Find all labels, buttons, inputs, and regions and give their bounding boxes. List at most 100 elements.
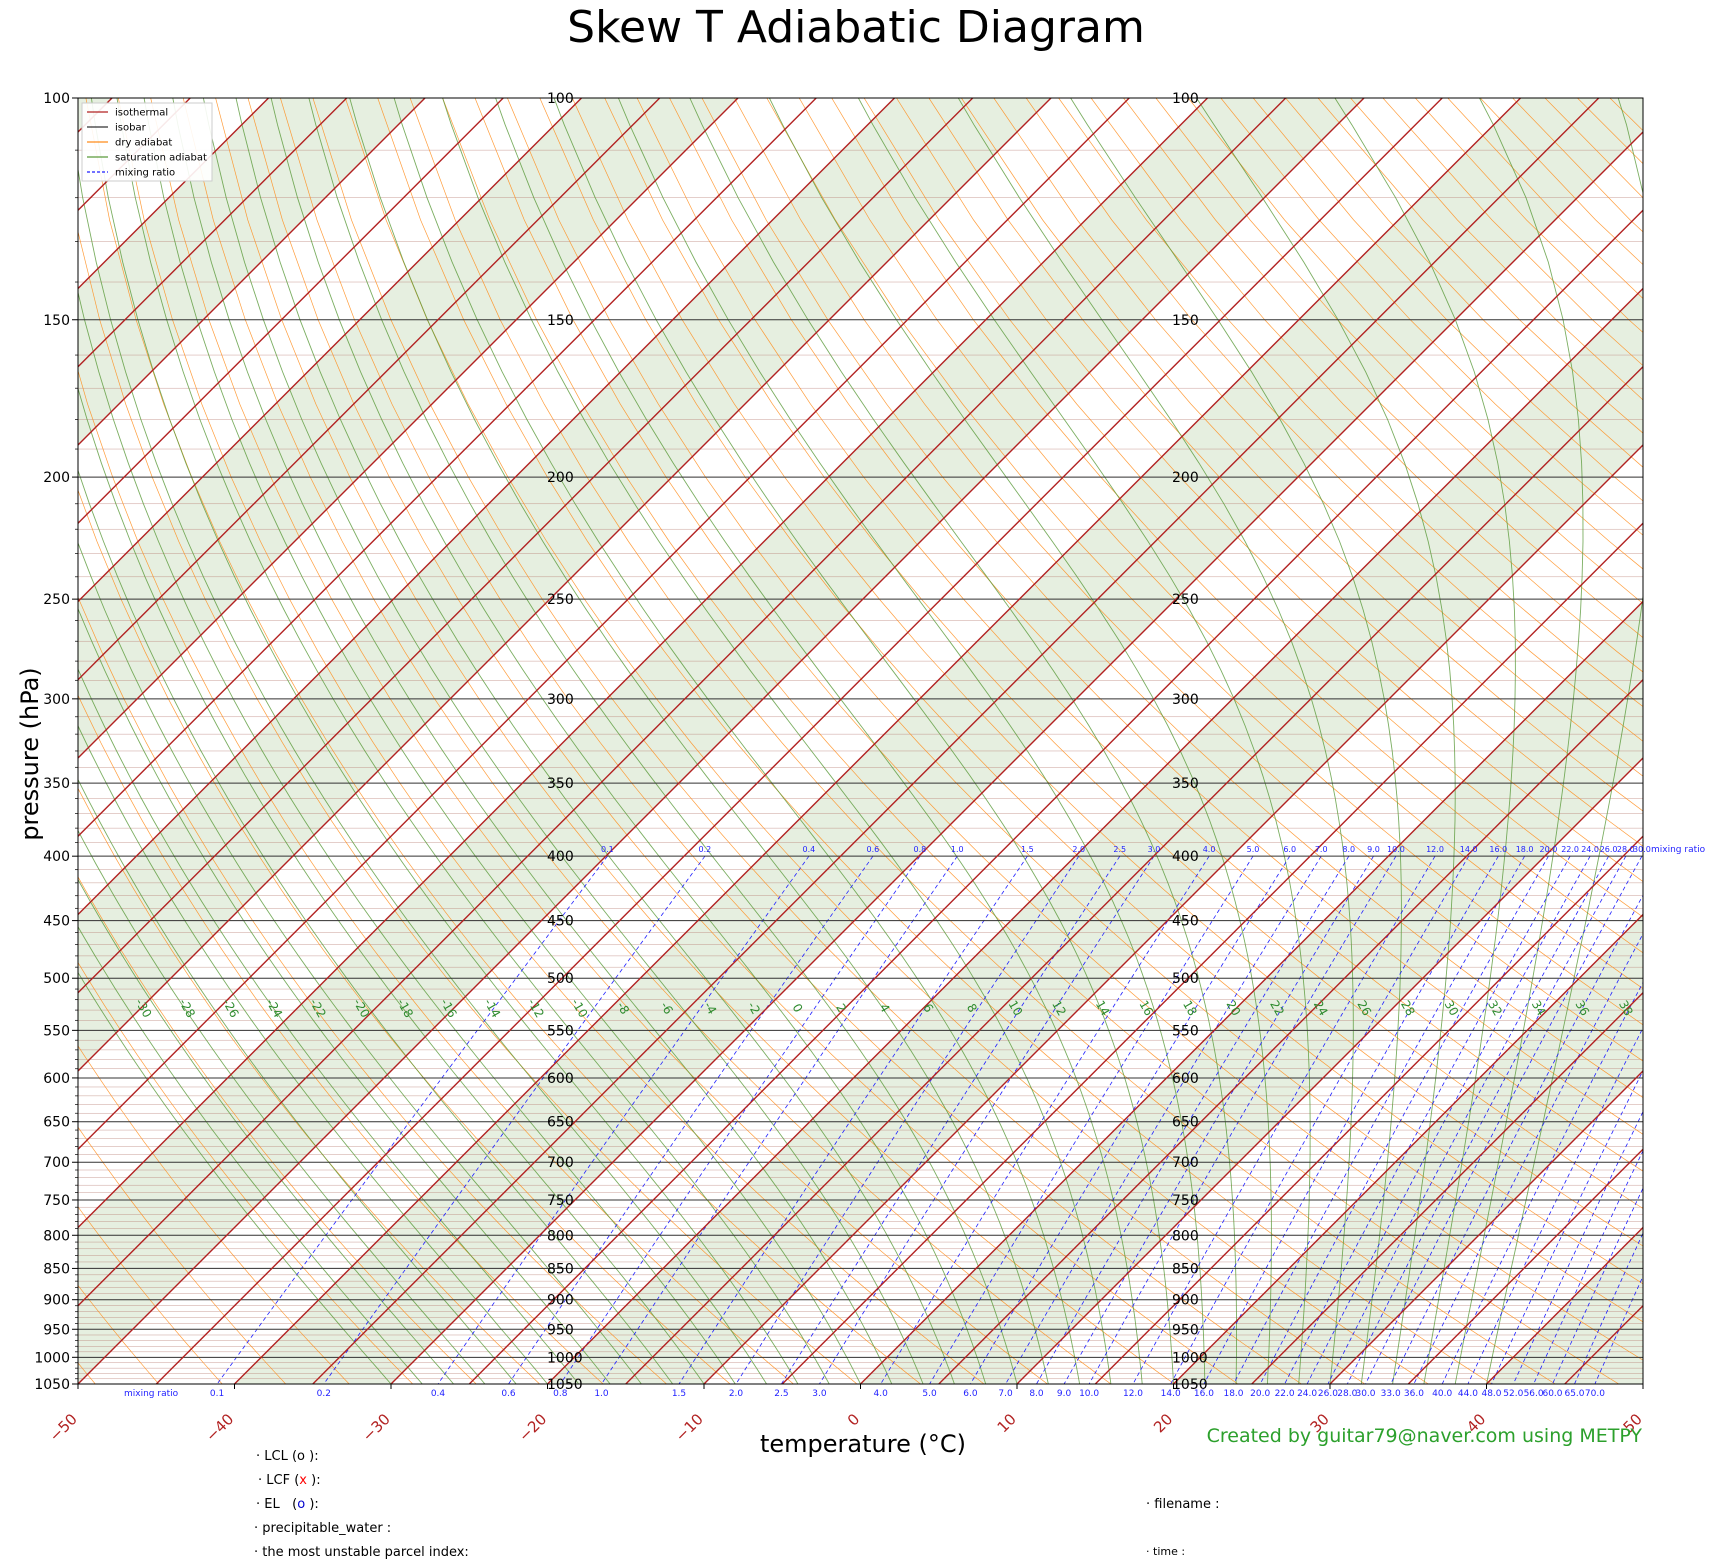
saturation-adiabat bbox=[78, 778, 517, 1384]
isotherm bbox=[155, 98, 1443, 1384]
mixing-ratio-line bbox=[1413, 933, 1643, 1384]
mixing-ratio-tick-label: 2.5 bbox=[774, 1389, 788, 1399]
lcf-info: · LCF (x ): bbox=[258, 1473, 321, 1488]
mixing-ratio-top-label: 4.0 bbox=[1203, 845, 1216, 854]
mixing-ratio-top-label: 5.0 bbox=[1247, 845, 1260, 854]
mixing-ratio-line bbox=[1533, 1149, 1643, 1384]
legend-entry: mixing ratio bbox=[115, 168, 175, 179]
mixing-ratio-top-label: 1.0 bbox=[951, 845, 964, 854]
isotherm bbox=[78, 98, 582, 603]
most-unstable-info: · the most unstable parcel index: bbox=[254, 1545, 469, 1560]
inner-pressure-label: 1000 bbox=[547, 1350, 583, 1366]
mixing-ratio-line bbox=[1132, 855, 1436, 1384]
y-tick-label: 950 bbox=[43, 1322, 70, 1338]
saturation-adiabat-label: 20 bbox=[1224, 998, 1244, 1018]
dry-adiabat bbox=[78, 1045, 350, 1384]
el-label: EL ( bbox=[264, 1497, 298, 1512]
y-tick-label: 750 bbox=[43, 1193, 70, 1209]
y-tick-label: 400 bbox=[43, 849, 70, 865]
isotherm bbox=[78, 98, 1365, 1384]
dry-adiabat bbox=[1123, 98, 1643, 639]
mixing-ratio-line bbox=[323, 855, 706, 1384]
inner-pressure-label: 450 bbox=[1172, 914, 1199, 930]
dry-adiabat bbox=[1642, 98, 1643, 100]
saturation-adiabat-label: 22 bbox=[1267, 998, 1287, 1018]
mixing-ratio-top-label: 0.2 bbox=[699, 845, 712, 854]
filename-label: filename : bbox=[1154, 1497, 1220, 1512]
inner-pressure-label: 750 bbox=[1172, 1193, 1199, 1209]
inner-pressure-label: 550 bbox=[547, 1023, 574, 1039]
dry-adiabat bbox=[247, 98, 1239, 1384]
mixing-ratio-tick-label: 44.0 bbox=[1458, 1389, 1478, 1399]
mixing-ratio-tick-label: 56.0 bbox=[1524, 1389, 1544, 1399]
dry-adiabat bbox=[1675, 98, 1712, 1384]
mixing-ratio-tick-label: 14.0 bbox=[1161, 1389, 1181, 1399]
mixing-ratio-tick-label: 9.0 bbox=[1057, 1389, 1072, 1399]
time-label: time : bbox=[1153, 1545, 1186, 1558]
legend: isothermal isobar dry adiabat saturation ad… bbox=[81, 102, 213, 182]
dry-adiabat bbox=[78, 787, 540, 1384]
bullet: · bbox=[258, 1473, 263, 1488]
mixing-ratio-tick-label: 1.5 bbox=[672, 1389, 686, 1399]
mixing-ratio-tick-label: 70.0 bbox=[1585, 1389, 1605, 1399]
mixing-ratio-tick-label: 3.0 bbox=[812, 1389, 827, 1399]
dry-adiabat bbox=[896, 98, 1643, 882]
inner-pressure-label: 300 bbox=[547, 692, 574, 708]
dry-adiabat bbox=[409, 98, 1556, 1384]
mixing-ratio-tick-label: 6.0 bbox=[963, 1389, 978, 1399]
y-tick-label: 150 bbox=[43, 313, 70, 329]
dry-adiabat bbox=[961, 98, 1643, 812]
mixing-ratio-side-label: mixing ratio bbox=[1651, 845, 1706, 855]
mixing-ratio-line bbox=[1552, 1187, 1643, 1384]
mixing-ratio-tick-label: 16.0 bbox=[1194, 1389, 1214, 1399]
dry-adiabat bbox=[1058, 98, 1643, 707]
mixing-ratio-line bbox=[1088, 855, 1397, 1384]
mixing-ratio-tick-label: 65.0 bbox=[1564, 1389, 1584, 1399]
dry-adiabat bbox=[928, 98, 1643, 847]
inner-pressure-label: 700 bbox=[547, 1155, 574, 1171]
x-tick-label: −10 bbox=[672, 1410, 707, 1445]
y-tick-label: 800 bbox=[43, 1228, 70, 1244]
y-axis-ticks: 100 150 200 250 300 350 400 450 500 550 600 650 700 7… bbox=[34, 91, 78, 1393]
inner-pressure-label: 850 bbox=[547, 1261, 574, 1277]
isotherm bbox=[1642, 1383, 1643, 1384]
isotherm bbox=[703, 444, 1643, 1384]
y-tick-label: 300 bbox=[43, 692, 70, 708]
mixing-ratio-line bbox=[1259, 856, 1549, 1384]
mixing-ratio-top-label: 3.0 bbox=[1148, 845, 1161, 854]
y-tick-label: 450 bbox=[43, 914, 70, 930]
dry-adiabat bbox=[1090, 98, 1643, 673]
mixing-ratio-line bbox=[1284, 856, 1571, 1384]
mixing-ratio-top-label: 26.0 bbox=[1600, 845, 1618, 854]
el-info: · EL (o ): bbox=[256, 1497, 319, 1512]
inner-pressure-label: 1050 bbox=[1172, 1377, 1208, 1393]
mixing-ratio-line bbox=[1036, 855, 1350, 1384]
mixing-ratio-tick-label: 4.0 bbox=[874, 1389, 889, 1399]
isotherm bbox=[1016, 757, 1643, 1384]
isotherm bbox=[1407, 1148, 1643, 1384]
mixing-ratio-line bbox=[1346, 856, 1627, 1384]
inner-pressure-label: 800 bbox=[547, 1228, 574, 1244]
mixing-ratio-tick-label: 0.6 bbox=[501, 1389, 516, 1399]
mixing-ratio-tick-label: 48.0 bbox=[1481, 1389, 1501, 1399]
mixing-ratio-line bbox=[1203, 855, 1499, 1384]
saturation-adiabat bbox=[78, 878, 454, 1384]
mixing-ratio-tick-label: 60.0 bbox=[1542, 1389, 1562, 1399]
mixing-ratio-top-label: 0.1 bbox=[601, 845, 614, 854]
dry-adiabat bbox=[78, 694, 604, 1384]
mixing-ratio-line bbox=[1574, 1232, 1643, 1384]
mixing-ratio-tick-label: 5.0 bbox=[922, 1389, 937, 1399]
dry-adiabat bbox=[734, 98, 1643, 1062]
inner-pressure-label: 100 bbox=[547, 91, 574, 107]
x-axis-label: temperature (°C) bbox=[760, 1430, 966, 1458]
mixing-ratio-tick-label: 52.0 bbox=[1503, 1389, 1523, 1399]
isotherm bbox=[78, 98, 1208, 1229]
dry-adiabat bbox=[78, 1284, 160, 1384]
dry-adiabat bbox=[831, 98, 1643, 954]
saturation-adiabat-label: 32 bbox=[1485, 998, 1505, 1018]
y-tick-label: 200 bbox=[43, 470, 70, 486]
inner-pressure-label: 950 bbox=[547, 1322, 574, 1338]
dry-adiabat bbox=[182, 98, 1112, 1384]
dry-adiabat bbox=[150, 98, 1048, 1384]
isotherm bbox=[78, 98, 1130, 1151]
